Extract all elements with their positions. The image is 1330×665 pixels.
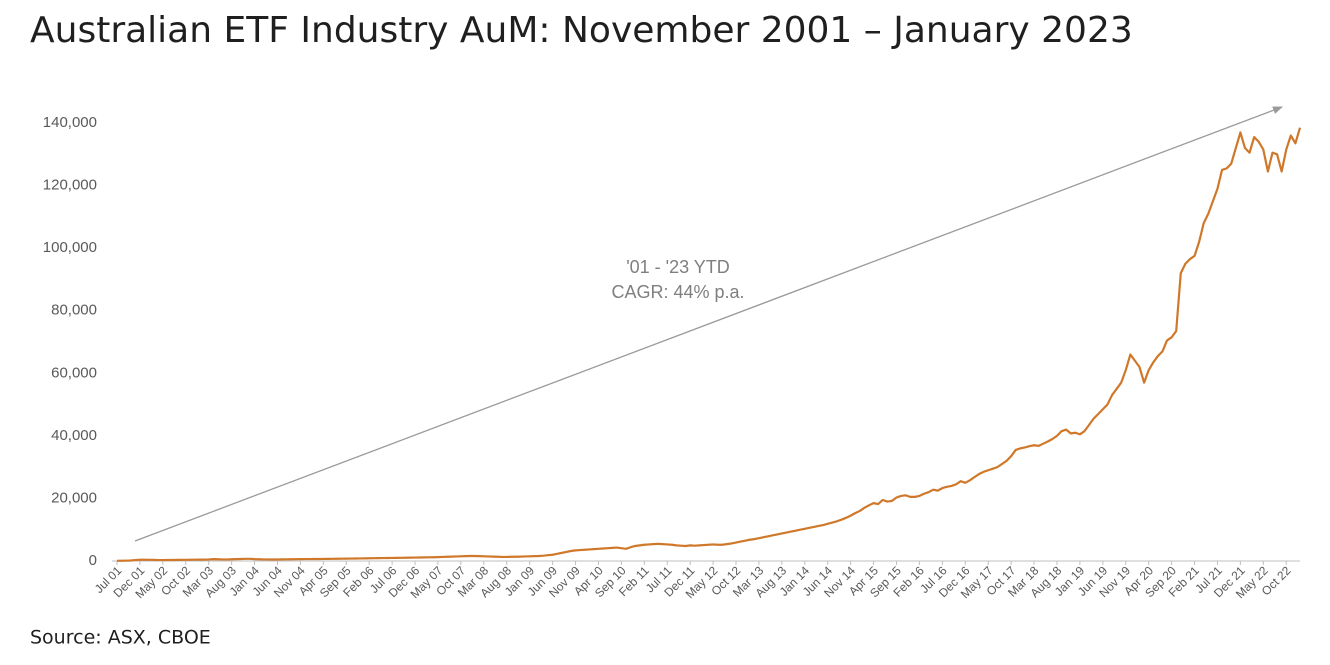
annotation: CAGR: 44% p.a. — [611, 282, 744, 302]
cagr-arrow — [134, 106, 1283, 542]
y-tick-label: 140,000 — [43, 114, 97, 131]
annotation: '01 - '23 YTD — [626, 257, 730, 277]
chart-title: Australian ETF Industry AuM: November 20… — [30, 10, 1133, 51]
y-tick-label: 0 — [89, 552, 97, 569]
y-tick-label: 40,000 — [51, 427, 97, 444]
y-tick-label: 100,000 — [43, 239, 97, 256]
source: Source: ASX, CBOE — [30, 627, 211, 649]
y-tick-label: 80,000 — [51, 302, 97, 319]
y-tick-label: 120,000 — [43, 177, 97, 194]
y-tick-label: 60,000 — [51, 364, 97, 381]
y-tick-label: 20,000 — [51, 489, 97, 506]
data-line — [116, 127, 1302, 562]
